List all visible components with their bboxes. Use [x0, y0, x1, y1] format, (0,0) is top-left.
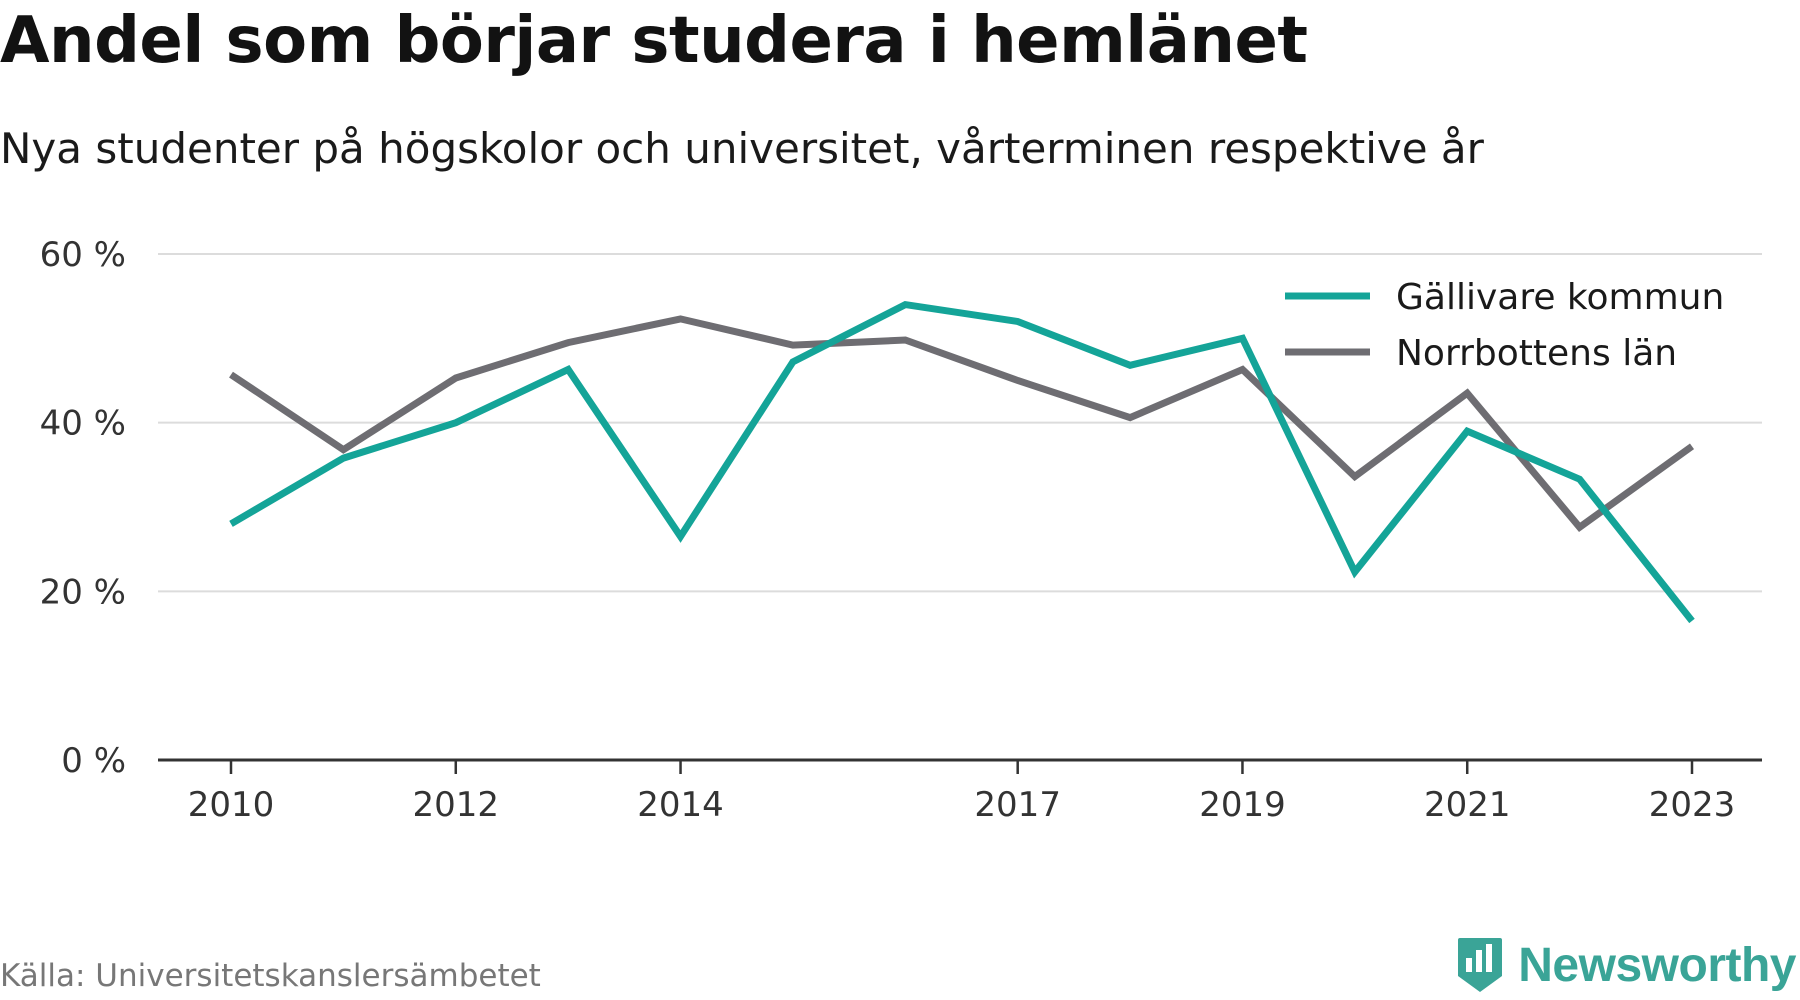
series-line-norrbotten	[229, 315, 1695, 532]
series-line-gallivare	[229, 300, 1695, 624]
x-tick-label: 2010	[188, 785, 275, 825]
chart-subtitle: Nya studenter på högskolor och universit…	[0, 124, 1484, 173]
chart-title: Andel som börjar studera i hemlänet	[0, 4, 1308, 78]
brand-name: Newsworthy	[1518, 938, 1796, 992]
x-axis	[158, 758, 1762, 774]
legend-label: Gällivare kommun	[1396, 277, 1724, 318]
y-tick-label: 40 %	[40, 404, 126, 444]
y-tick-label: 20 %	[40, 572, 126, 612]
series-lines	[229, 300, 1695, 624]
newsworthy-logo-icon	[1458, 938, 1503, 992]
x-tick-label: 2019	[1199, 785, 1286, 825]
x-tick-label: 2021	[1424, 785, 1511, 825]
legend: Gällivare kommun Norrbottens län	[1285, 277, 1724, 374]
x-tick-label: 2023	[1649, 785, 1736, 825]
x-tick-label: 2012	[413, 785, 500, 825]
legend-label: Norrbottens län	[1396, 333, 1677, 374]
x-axis-tick-labels: 2010 2012 2014 2017 2019 2021 2023	[188, 785, 1736, 825]
y-tick-label: 60 %	[40, 235, 126, 275]
x-tick-label: 2017	[974, 785, 1061, 825]
source-note: Källa: Universitetskanslersämbetet	[0, 958, 541, 994]
x-tick-label: 2014	[637, 785, 724, 825]
y-axis-tick-labels: 0 % 20 % 40 % 60 %	[40, 235, 126, 781]
brand-logo: Newsworthy	[1456, 936, 1796, 994]
y-tick-label: 0 %	[61, 741, 126, 781]
